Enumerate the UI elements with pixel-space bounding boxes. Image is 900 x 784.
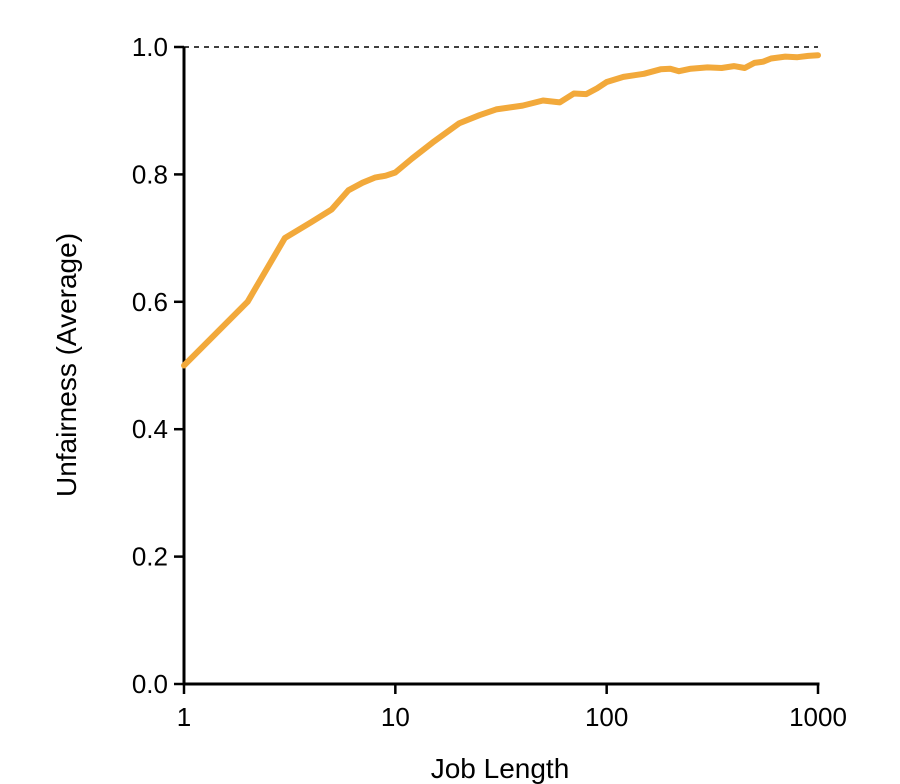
x-axis-title: Job Length <box>431 753 570 784</box>
data-point <box>493 106 499 113</box>
data-point <box>641 71 647 77</box>
data-point <box>782 53 788 60</box>
data-point <box>794 54 801 60</box>
y-tick-label: 0.8 <box>132 159 168 189</box>
series-line <box>181 52 821 369</box>
data-point <box>308 219 314 225</box>
data-point <box>731 63 737 69</box>
data-point <box>329 206 335 213</box>
x-tick-label: 100 <box>585 702 628 732</box>
data-point <box>383 173 389 179</box>
data-point <box>571 90 577 97</box>
data-point <box>604 79 610 85</box>
data-point <box>620 74 627 80</box>
data-point <box>519 103 526 109</box>
data-point <box>676 68 682 74</box>
data-point <box>245 299 251 305</box>
data-point <box>456 120 462 127</box>
x-tick-label: 1 <box>177 702 191 732</box>
y-tick-label: 0.2 <box>132 542 168 572</box>
data-point <box>409 155 415 162</box>
data-point <box>345 187 352 193</box>
y-tick-label: 0.6 <box>132 287 168 317</box>
data-point <box>594 85 600 92</box>
data-point <box>372 174 378 181</box>
y-axis-title: Unfairness (Average) <box>51 233 82 497</box>
y-tick-label: 0.4 <box>132 414 168 444</box>
data-point <box>583 91 589 97</box>
data-point <box>760 59 766 65</box>
y-tick-label: 1.0 <box>132 32 168 62</box>
data-point <box>181 362 187 369</box>
y-tick-label: 0.0 <box>132 669 168 699</box>
data-point <box>476 112 483 118</box>
data-point <box>658 66 664 72</box>
data-point <box>704 64 711 70</box>
data-point <box>282 235 288 241</box>
data-point <box>805 53 811 59</box>
data-point <box>667 66 673 72</box>
data-point <box>742 65 748 71</box>
data-point <box>688 66 694 72</box>
data-point <box>768 55 774 62</box>
data-point <box>751 60 757 66</box>
data-point <box>359 180 366 186</box>
x-tick-label: 1000 <box>789 702 847 732</box>
data-point <box>429 139 436 146</box>
data-point <box>815 52 821 58</box>
data-point <box>719 65 725 71</box>
x-tick-label: 10 <box>381 702 410 732</box>
data-point <box>540 97 546 104</box>
data-point <box>392 169 398 176</box>
data-point <box>557 99 563 106</box>
